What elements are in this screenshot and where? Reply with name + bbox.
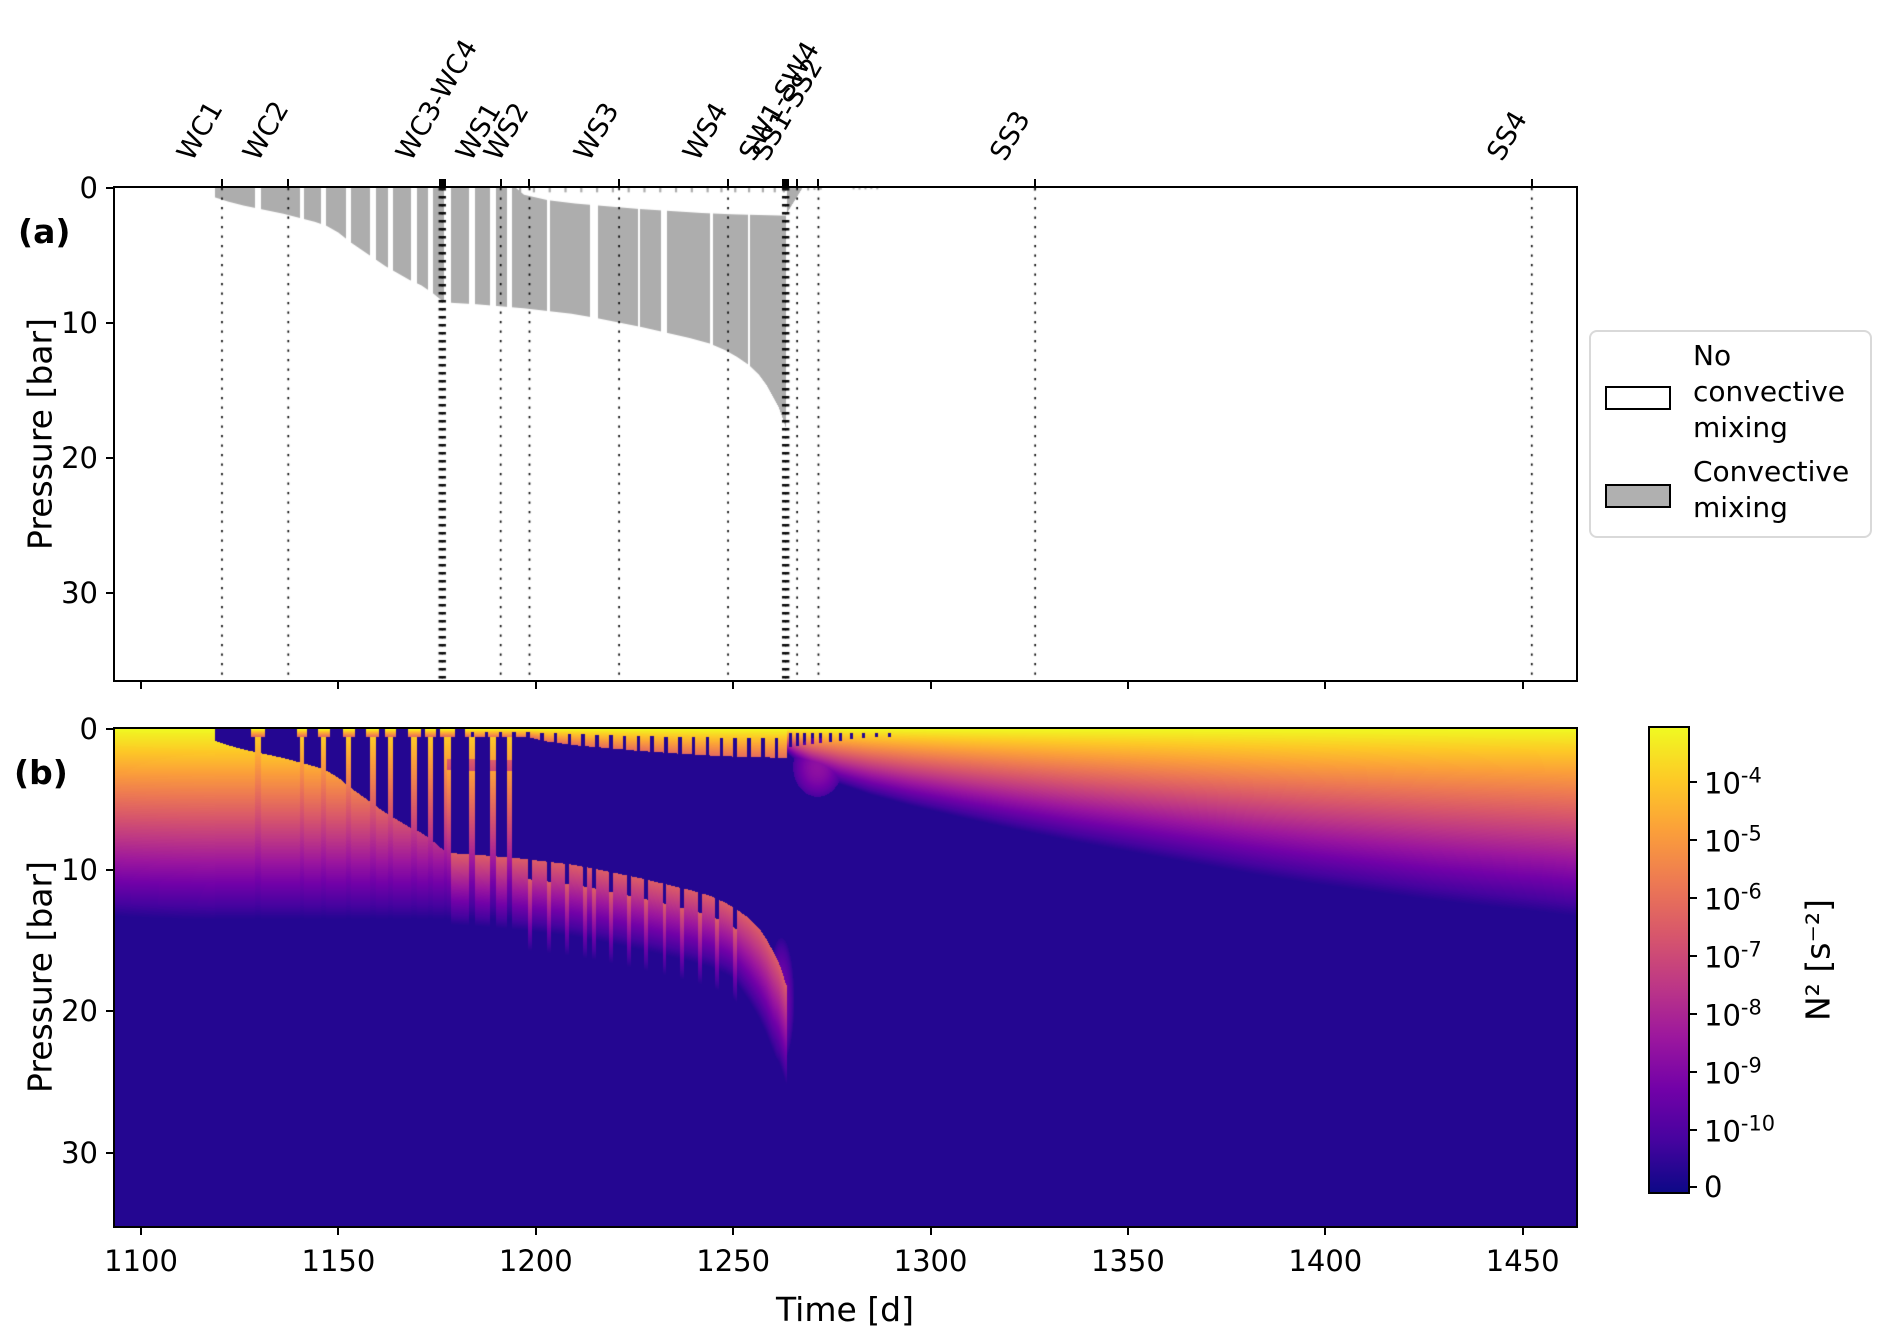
colorbar-tick-label: 10-10 <box>1704 1111 1776 1149</box>
panel-a-ytick <box>106 457 115 460</box>
panel-b-ytick <box>106 1010 115 1013</box>
panel-a-ytick-label: 20 <box>61 441 98 476</box>
panel-a-xtick <box>534 680 537 689</box>
event-tick <box>438 179 443 188</box>
panel-b-tag: (b) <box>14 753 68 792</box>
time-tick-label: 1400 <box>1288 1244 1363 1278</box>
panel-b-ytick-label: 0 <box>79 712 98 746</box>
colorbar-tick-label: 10-4 <box>1704 763 1762 801</box>
panel-a-ylabel: Pressure [bar] <box>20 318 60 550</box>
legend: No convective mixing Convective mixing <box>1589 330 1872 538</box>
panel-a-tag: (a) <box>18 212 71 251</box>
colorbar-frame <box>1648 726 1690 1194</box>
time-tick-label: 1450 <box>1485 1244 1560 1278</box>
mixing-swatch <box>1605 484 1671 508</box>
no-mixing-label: No convective mixing <box>1693 339 1846 444</box>
panel-a-ytick-label: 10 <box>61 306 98 341</box>
panel-a-ytick-label: 30 <box>61 576 98 611</box>
panel-b-frame <box>113 727 1578 1228</box>
colorbar-tick <box>1688 896 1697 899</box>
panel-b-ylabel: Pressure [bar] <box>20 861 60 1093</box>
panel-a-ytick <box>106 187 115 189</box>
panel-b-ytick-label: 20 <box>61 994 98 1029</box>
time-axis-label: Time [d] <box>776 1290 914 1329</box>
event-label-ws4: WS4 <box>677 97 735 166</box>
time-tick-label: 1250 <box>696 1244 771 1278</box>
panel-b-ytick <box>106 728 115 730</box>
event-label-wc1: WC1 <box>171 96 230 166</box>
panel-b-ytick-label: 10 <box>61 853 98 888</box>
event-tick <box>287 179 290 188</box>
panel-a-xtick <box>732 680 735 689</box>
colorbar-tick-label: 10-7 <box>1704 937 1762 975</box>
event-tick <box>727 179 730 188</box>
time-tick-label: 1200 <box>498 1244 573 1278</box>
event-tick <box>817 179 820 188</box>
no-mixing-swatch <box>1605 386 1671 410</box>
panel-a-xtick <box>1126 680 1129 689</box>
event-label-ss3: SS3 <box>984 105 1037 166</box>
panel-b-xtick <box>534 1226 537 1235</box>
panel-a-ytick <box>106 592 115 595</box>
event-label-wc2: WC2 <box>237 96 296 166</box>
time-tick-label: 1300 <box>893 1244 968 1278</box>
time-tick-label: 1100 <box>104 1244 178 1278</box>
event-label-ws3: WS3 <box>568 97 626 166</box>
event-tick <box>499 179 502 188</box>
colorbar-tick <box>1688 1070 1697 1073</box>
panel-a-frame <box>113 186 1578 682</box>
event-tick <box>220 179 223 188</box>
panel-a-ytick <box>106 322 115 325</box>
colorbar-tick <box>1688 954 1697 957</box>
colorbar-tick <box>1688 838 1697 841</box>
event-tick <box>1034 179 1037 188</box>
colorbar-tick <box>1688 1185 1697 1188</box>
colorbar-tick-label: 0 <box>1704 1169 1723 1204</box>
panel-a-xtick <box>1521 680 1524 689</box>
event-tick <box>796 179 799 188</box>
colorbar-tick-label: 10-6 <box>1704 879 1762 917</box>
colorbar-tick <box>1688 780 1697 783</box>
colorbar-tick <box>1688 1012 1697 1015</box>
time-tick-label: 1150 <box>301 1244 376 1278</box>
panel-b-xtick <box>1126 1226 1129 1235</box>
event-tick <box>782 179 787 188</box>
colorbar-label: N² [s⁻²] <box>1798 899 1838 1021</box>
panel-a-xtick <box>929 680 932 689</box>
panel-b-xtick <box>337 1226 340 1235</box>
panel-b-xtick <box>140 1226 143 1235</box>
panel-b-xtick <box>1521 1226 1524 1235</box>
colorbar-tick <box>1688 1128 1697 1131</box>
colorbar-tick-label: 10-9 <box>1704 1053 1762 1091</box>
panel-b-xtick <box>1324 1226 1327 1235</box>
mixing-label: Convective mixing <box>1693 455 1850 524</box>
time-tick-label: 1350 <box>1091 1244 1165 1278</box>
event-tick <box>441 179 446 188</box>
panel-b-ytick <box>106 869 115 872</box>
event-tick <box>528 179 531 188</box>
panel-a-xtick <box>1324 680 1327 689</box>
colorbar-gradient <box>1650 728 1688 1192</box>
event-label-ss4: SS4 <box>1480 105 1534 166</box>
panel-b-ytick <box>106 1151 115 1154</box>
event-tick <box>1530 179 1533 188</box>
colorbar-tick-label: 10-5 <box>1704 821 1762 859</box>
panel-a-xtick <box>337 680 340 689</box>
panel-a-ytick-label: 0 <box>79 171 98 205</box>
mixing-region-plot <box>115 188 1576 680</box>
panel-b-xtick <box>732 1226 735 1235</box>
event-tick <box>785 179 790 188</box>
panel-b-ytick-label: 30 <box>61 1135 98 1170</box>
n2-heatmap <box>115 729 1576 1226</box>
colorbar-tick-label: 10-8 <box>1704 995 1762 1033</box>
event-tick <box>618 179 621 188</box>
panel-b-xtick <box>929 1226 932 1235</box>
panel-a-xtick <box>140 680 143 689</box>
